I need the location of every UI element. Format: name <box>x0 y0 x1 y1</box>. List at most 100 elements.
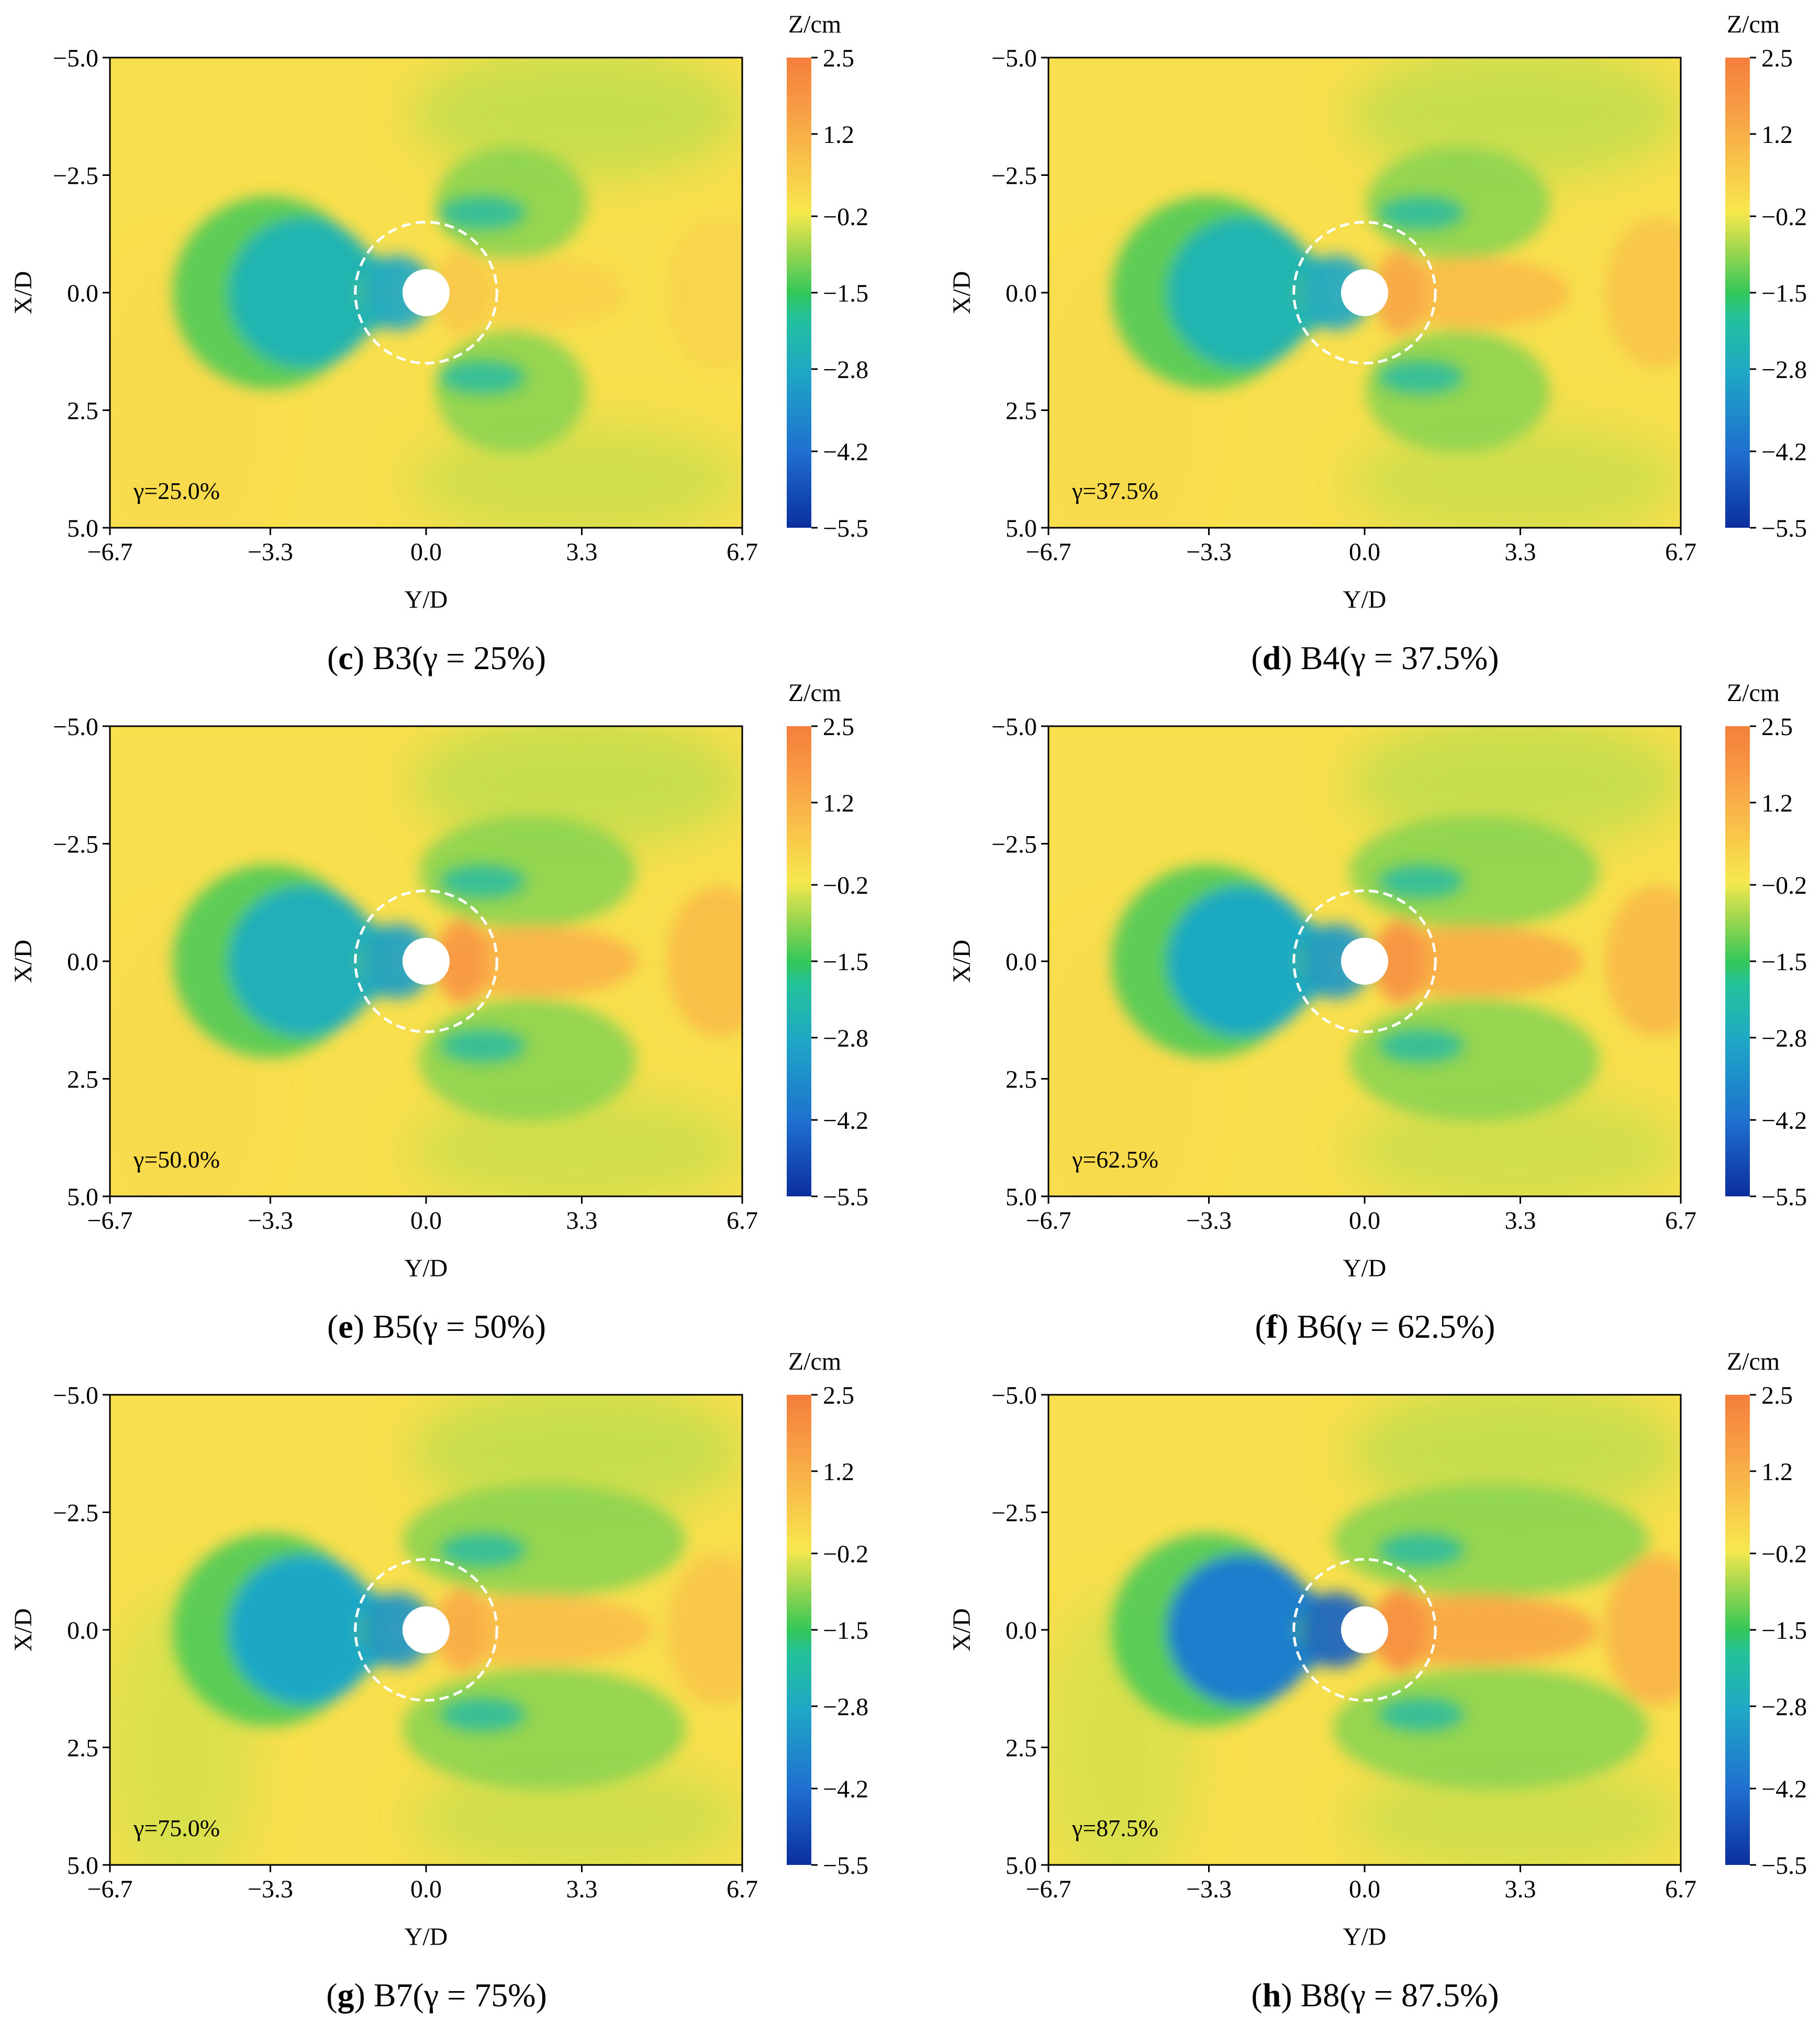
scour-hole <box>1167 217 1344 368</box>
colorbar-tick-label: −2.8 <box>823 1025 868 1052</box>
scour-arm-bottom <box>1379 1029 1464 1063</box>
x-tick-label: −3.3 <box>1186 1875 1232 1903</box>
colorbar-tick-label: −4.2 <box>823 438 868 466</box>
wake-lobe-top <box>419 815 637 929</box>
y-tick-label: 2.5 <box>67 1735 98 1762</box>
colorbar-tick-label: −5.5 <box>823 1183 868 1211</box>
colorbar-tick-label: −5.5 <box>1761 1183 1807 1211</box>
y-tick-label: −5.0 <box>53 45 98 72</box>
caption-open: ( <box>1251 1976 1262 2014</box>
caption-open: ( <box>326 1976 337 2014</box>
colorbar-tick-label: 1.2 <box>1761 1458 1793 1486</box>
colorbar-title: Z/cm <box>1727 679 1780 707</box>
wake-lobe-top <box>1349 815 1600 929</box>
gamma-label: γ=75.0% <box>133 1815 220 1841</box>
lateral-patch-bottom <box>1350 1093 1681 1196</box>
y-tick-label: 2.5 <box>67 1066 98 1094</box>
caption-rest: ) B3(γ = 25%) <box>353 639 546 676</box>
scour-arm-top <box>440 864 526 898</box>
colorbar-tick-label: −1.5 <box>1761 948 1807 976</box>
panel-caption: (c) B3(γ = 25%) <box>327 639 546 676</box>
colorbar-tick-label: 2.5 <box>823 713 854 741</box>
lateral-patch-bottom <box>412 1093 742 1196</box>
panel-caption: (h) B8(γ = 87.5%) <box>1251 1976 1499 2014</box>
x-tick-label: −6.7 <box>1025 1875 1071 1903</box>
caption-letter: e <box>338 1308 353 1345</box>
contour-field <box>1048 58 1681 528</box>
far-field-layer <box>1048 1395 1681 1865</box>
scour-arm-top <box>440 1533 526 1567</box>
lee-deposition <box>1374 919 1426 1004</box>
downstream-deposition <box>666 886 742 1037</box>
contour-field <box>110 1395 742 1865</box>
scour-arm-top <box>1379 1533 1464 1567</box>
x-tick-label: 0.0 <box>410 1207 442 1235</box>
pier-circle <box>402 938 450 985</box>
scour-extent-circle <box>354 220 498 365</box>
lateral-patch-bottom <box>412 1761 742 1865</box>
colorbar-tick-label: −0.2 <box>1761 1540 1807 1568</box>
caption-letter: f <box>1266 1308 1278 1345</box>
colorbar-tick-label: −1.5 <box>823 1617 868 1645</box>
lee-deposition <box>436 250 488 335</box>
colorbar-tick-label: −4.2 <box>823 1107 868 1135</box>
lateral-patch-top <box>1350 726 1681 849</box>
y-tick-label: 2.5 <box>67 397 98 425</box>
caption-rest: ) B8(γ = 87.5%) <box>1281 1976 1499 2014</box>
x-tick-label: 0.0 <box>1349 538 1380 566</box>
panel-g: −6.7 −3.3 0.0 3.3 6.7 −5.0 −2.5 0.0 2.5 5.0 Y/D X/D… <box>9 1348 868 2014</box>
lateral-patch-bottom <box>1350 1761 1681 1865</box>
y-axis-title: X/D <box>9 271 37 315</box>
panel-e: −6.7 −3.3 0.0 3.3 6.7 −5.0 −2.5 0.0 2.5 5.0 Y/D X/D… <box>9 679 868 1345</box>
y-tick-label: 5.0 <box>1006 1183 1037 1211</box>
downstream-deposition <box>666 1554 742 1705</box>
gamma-label: γ=62.5% <box>1071 1146 1158 1173</box>
scour-arm-bottom <box>440 1029 526 1063</box>
panel-d: −6.7 −3.3 0.0 3.3 6.7 −5.0 −2.5 0.0 2.5 5.0 Y/D X/D… <box>948 10 1807 676</box>
wake-deposition <box>1376 257 1570 328</box>
downstream-deposition <box>1605 1554 1681 1705</box>
y-tick-label: 5.0 <box>67 1183 98 1211</box>
wake-layer <box>1237 815 1681 1121</box>
y-tick-label: −5.0 <box>991 45 1037 72</box>
colorbar-title: Z/cm <box>1727 1348 1780 1375</box>
x-axis-title: Y/D <box>405 1923 448 1951</box>
x-tick-label: 3.3 <box>1504 538 1536 566</box>
scour-arm-bottom <box>440 361 526 394</box>
x-tick-label: 3.3 <box>566 538 597 566</box>
y-tick-label: 2.5 <box>1006 1066 1037 1094</box>
y-tick-label: −2.5 <box>991 831 1037 859</box>
wake-lobe-top <box>1366 147 1550 260</box>
wake-layer <box>1237 147 1681 453</box>
x-tick-label: −6.7 <box>87 538 132 566</box>
wake-lobe-top <box>1333 1484 1649 1597</box>
scour-arm-top <box>1379 196 1464 229</box>
x-tick-label: 3.3 <box>1504 1875 1536 1903</box>
pier-circle <box>402 269 450 316</box>
colorbar-tick-label: 1.2 <box>823 1458 854 1486</box>
scour-hole <box>1167 1554 1344 1705</box>
gamma-label: γ=87.5% <box>1071 1815 1158 1841</box>
colorbar-tick-label: 2.5 <box>823 1382 854 1409</box>
panel-caption: (f) B6(γ = 62.5%) <box>1255 1308 1495 1345</box>
wake-layer <box>298 1484 742 1790</box>
colorbar-tick-label: 1.2 <box>1761 121 1793 149</box>
colorbar <box>787 726 811 1196</box>
colorbar-tick-label: −2.8 <box>1761 356 1807 384</box>
gamma-label: γ=50.0% <box>133 1146 220 1173</box>
y-axis-title: X/D <box>9 940 37 983</box>
colorbar <box>1725 58 1750 528</box>
x-tick-label: −3.3 <box>248 1207 293 1235</box>
y-axis-title: X/D <box>9 1608 37 1652</box>
x-axis-title: Y/D <box>1343 586 1387 614</box>
wake-lobe-bottom <box>436 330 587 453</box>
x-axis-title: Y/D <box>405 1254 448 1282</box>
y-tick-label: −5.0 <box>991 1382 1037 1409</box>
colorbar-tick-label: −5.5 <box>1761 515 1807 542</box>
downstream-deposition <box>666 217 742 368</box>
lee-deposition <box>1374 1587 1426 1672</box>
gamma-label: γ=25.0% <box>133 477 220 504</box>
x-tick-label: −6.7 <box>1025 538 1071 566</box>
x-tick-label: 0.0 <box>1349 1875 1380 1903</box>
y-tick-label: −5.0 <box>53 713 98 741</box>
